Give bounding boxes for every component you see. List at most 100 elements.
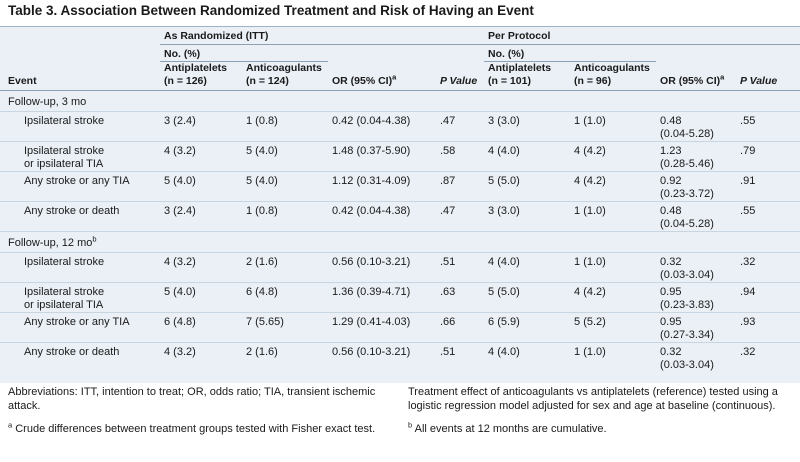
antiplatelets-pp-cell: 5 (5.0) [484,170,571,201]
table-row: Ipsilateral stroke 3 (2.4) 1 (0.8) 0.42 (0.… [0,110,800,141]
section-row: Follow-up, 3 mo [0,89,800,111]
or-pp-cell: 0.32 (0.03-3.04) [656,251,737,282]
section-row: Follow-up, 12 mob [0,230,800,252]
anticoagulants-pp-cell: 1 (1.0) [570,200,657,231]
antiplatelets-itt-cell: 4 (3.2) [160,140,242,171]
header-anticoagulants-pp: Anticoagulants (n = 96) [570,61,657,91]
anticoagulants-itt-cell: 6 (4.8) [242,281,328,312]
table-body: Follow-up, 3 mo Ipsilateral stroke 3 (2.4)… [0,89,800,372]
header-antiplatelets-itt: Antiplatelets (n = 126) [160,61,242,91]
header-itt-group: As Randomized (ITT) [160,27,485,45]
or-itt-cell: 1.48 (0.37-5.90) [328,140,436,171]
table-row: Ipsilateral stroke 4 (3.2) 2 (1.6) 0.56 (0.… [0,251,800,282]
footnotes-right: Treatment effect of anticoagulants vs an… [408,385,798,436]
anticoagulants-pp-cell: 5 (5.2) [570,311,657,342]
event-name: Ipsilateral stroke [0,251,160,282]
or-itt-cell: 0.42 (0.04-4.38) [328,200,436,231]
pvalue-itt-cell: .58 [436,140,485,171]
header-spacer [328,44,484,61]
pvalue-pp-cell: .91 [736,170,800,201]
antiplatelets-pp-cell: 3 (3.0) [484,110,571,141]
header-antiplatelets-pp: Antiplatelets (n = 101) [484,61,571,91]
event-name: Any stroke or death [0,341,160,372]
header-itt-no-pct: No. (%) [160,44,328,62]
antiplatelets-pp-cell: 3 (3.0) [484,200,571,231]
table-row: Any stroke or any TIA 6 (4.8) 7 (5.65) 1.29… [0,311,800,342]
anticoagulants-pp-cell: 4 (4.2) [570,140,657,171]
or-pp-cell: 0.95 (0.27-3.34) [656,311,737,342]
table-row: Any stroke or death 4 (3.2) 2 (1.6) 0.56 (0… [0,341,800,372]
or-pp-cell: 0.32 (0.03-3.04) [656,341,737,372]
event-name: Any stroke or any TIA [0,170,160,201]
event-name: Ipsilateral stroke or ipsilateral TIA [0,281,160,312]
footnote-b: b All events at 12 months are cumulative… [408,420,607,435]
antiplatelets-pp-cell: 6 (5.9) [484,311,571,342]
anticoagulants-pp-cell: 4 (4.2) [570,170,657,201]
anticoagulants-itt-cell: 1 (0.8) [242,110,328,141]
anticoagulants-itt-cell: 1 (0.8) [242,200,328,231]
pvalue-pp-cell: .79 [736,140,800,171]
pvalue-itt-cell: .63 [436,281,485,312]
antiplatelets-itt-cell: 6 (4.8) [160,311,242,342]
antiplatelets-itt-cell: 5 (4.0) [160,281,242,312]
pvalue-itt-cell: .51 [436,341,485,372]
anticoagulants-itt-cell: 2 (1.6) [242,341,328,372]
or-pp-cell: 0.92 (0.23-3.72) [656,170,737,201]
header-event: Event [0,61,160,91]
anticoagulants-pp-cell: 1 (1.0) [570,251,657,282]
antiplatelets-itt-cell: 3 (2.4) [160,200,242,231]
or-pp-cell: 0.48 (0.04-5.28) [656,110,737,141]
anticoagulants-itt-cell: 7 (5.65) [242,311,328,342]
header-or-itt: OR (95% CI)a [328,61,436,91]
header-pvalue-pp: P Value [736,61,800,91]
pvalue-itt-cell: .47 [436,110,485,141]
section-label: Follow-up, 3 mo [0,89,800,111]
antiplatelets-pp-cell: 5 (5.0) [484,281,571,312]
results-table-panel: As Randomized (ITT) Per Protocol No. (%)… [0,26,800,383]
header-spacer [0,27,160,44]
anticoagulants-pp-cell: 1 (1.0) [570,341,657,372]
header-pp-group: Per Protocol [484,27,800,45]
or-pp-cell: 1.23 (0.28-5.46) [656,140,737,171]
or-itt-cell: 1.36 (0.39-4.71) [328,281,436,312]
header-or-pp: OR (95% CI)a [656,61,737,91]
section-label: Follow-up, 12 mob [0,230,800,252]
table-row: Ipsilateral stroke or ipsilateral TIA 5 (4… [0,281,800,312]
anticoagulants-pp-cell: 4 (4.2) [570,281,657,312]
footnotes-left: Abbreviations: ITT, intention to treat; … [8,385,388,436]
pvalue-pp-cell: .55 [736,110,800,141]
anticoagulants-pp-cell: 1 (1.0) [570,110,657,141]
treatment-note: Treatment effect of anticoagulants vs an… [408,386,778,412]
or-itt-cell: 0.42 (0.04-4.38) [328,110,436,141]
pvalue-pp-cell: .55 [736,200,800,231]
results-table: As Randomized (ITT) Per Protocol No. (%)… [0,27,800,372]
table-row: Any stroke or any TIA 5 (4.0) 5 (4.0) 1.12 … [0,170,800,201]
header-pvalue-itt: P Value [436,61,485,91]
pvalue-itt-cell: .51 [436,251,485,282]
event-name: Ipsilateral stroke [0,110,160,141]
header-pp-no-pct: No. (%) [484,44,657,62]
antiplatelets-itt-cell: 4 (3.2) [160,251,242,282]
or-itt-cell: 0.56 (0.10-3.21) [328,251,436,282]
or-itt-cell: 0.56 (0.10-3.21) [328,341,436,372]
anticoagulants-itt-cell: 5 (4.0) [242,170,328,201]
table-title: Table 3. Association Between Randomized … [8,3,534,18]
antiplatelets-pp-cell: 4 (4.0) [484,341,571,372]
pvalue-pp-cell: .94 [736,281,800,312]
pvalue-pp-cell: .32 [736,341,800,372]
table-row: Ipsilateral stroke or ipsilateral TIA 4 (3… [0,140,800,171]
or-pp-cell: 0.48 (0.04-5.28) [656,200,737,231]
header-anticoagulants-itt: Anticoagulants (n = 124) [242,61,328,91]
anticoagulants-itt-cell: 5 (4.0) [242,140,328,171]
table-row: Any stroke or death 3 (2.4) 1 (0.8) 0.42 (0… [0,200,800,231]
pvalue-itt-cell: .66 [436,311,485,342]
or-itt-cell: 1.12 (0.31-4.09) [328,170,436,201]
footnote-a: a Crude differences between treatment gr… [8,420,376,435]
event-name: Any stroke or any TIA [0,311,160,342]
pvalue-itt-cell: .87 [436,170,485,201]
antiplatelets-pp-cell: 4 (4.0) [484,140,571,171]
pvalue-pp-cell: .32 [736,251,800,282]
event-name: Ipsilateral stroke or ipsilateral TIA [0,140,160,171]
or-itt-cell: 1.29 (0.41-4.03) [328,311,436,342]
header-spacer [0,44,160,61]
